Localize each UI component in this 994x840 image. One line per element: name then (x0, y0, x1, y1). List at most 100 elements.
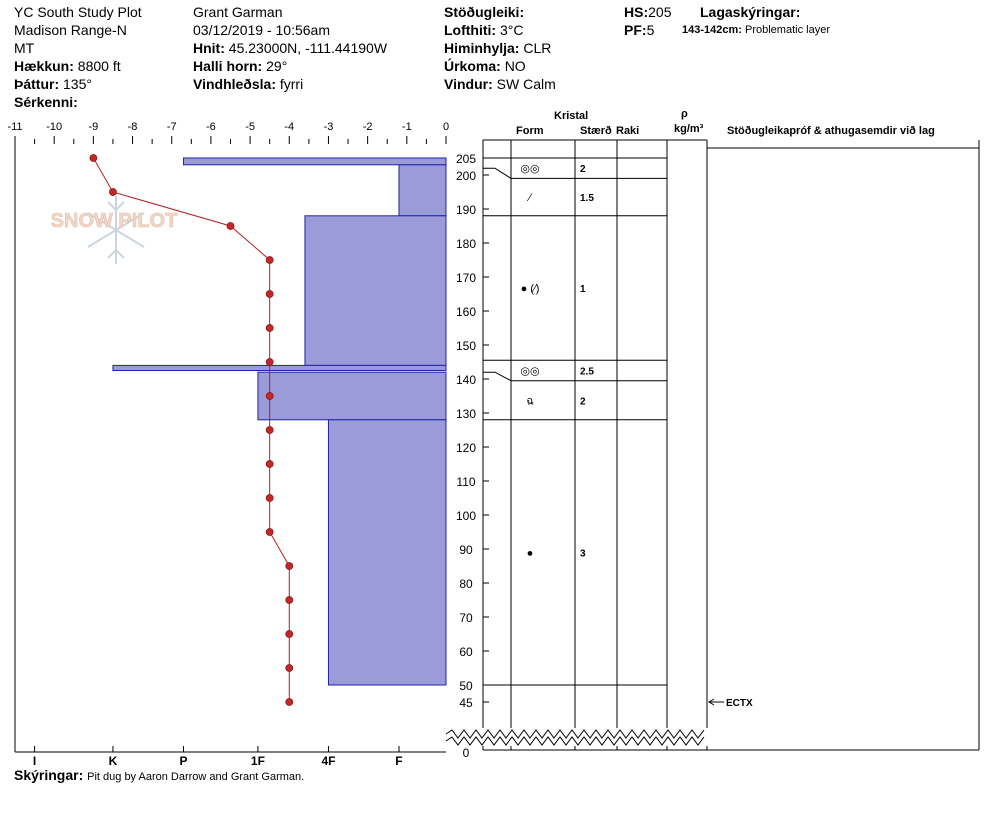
aspect-row: Þáttur: 135° (14, 76, 92, 92)
aspect-value: 135° (63, 76, 92, 92)
temp-tick-label: -11 (7, 121, 22, 133)
layer-note-row: 143-142cm: Problematic layer (682, 24, 830, 37)
height-tick-label: 140 (456, 373, 476, 387)
hardness-bar (327, 419, 447, 686)
wind-loading-value: fyrri (279, 76, 304, 92)
height-tick-label: 150 (456, 339, 476, 353)
snowflake-icon (87, 196, 145, 264)
temperature-point (265, 392, 274, 400)
size-header: Stærð (580, 125, 612, 137)
sky-row: Himinhylja: CLR (444, 40, 551, 56)
test-label: ECTX (726, 698, 753, 709)
layer-size: 1 (580, 284, 586, 295)
layer-size: 2.5 (580, 367, 594, 378)
sky-value: CLR (523, 40, 552, 56)
height-tick-label: 170 (456, 271, 476, 285)
aspect-label: Þáttur: (14, 76, 60, 92)
precip-label: Úrkoma: (444, 58, 501, 74)
layer-form-symbol: ⁄ (526, 192, 533, 204)
density-unit-header: kg/m³ (674, 123, 704, 135)
snowpilot-logo: SNOW PILOT (50, 196, 178, 264)
layer-form-symbol: ● (⁄) (521, 283, 540, 295)
hardness-tick-label: 1F (251, 754, 265, 768)
layer-form-symbol: ◎◎ (520, 163, 539, 175)
temperature-point (265, 460, 274, 468)
temp-tick-label: -2 (363, 121, 373, 133)
footer-row: Skýringar: Pit dug by Aaron Darrow and G… (14, 767, 304, 784)
temp-tick-label: -3 (324, 121, 334, 133)
air-temp-value: 3°C (499, 22, 524, 38)
temp-tick-label: -5 (245, 121, 255, 133)
hs-row: HS:205 (624, 4, 671, 20)
temp-tick-label: -9 (88, 121, 98, 133)
hardness-tick-label: F (395, 754, 402, 768)
temperature-point (265, 494, 274, 502)
hardness-bar (257, 371, 447, 421)
wind-value: SW Calm (496, 76, 556, 92)
slope-row: Halli horn: 29° (193, 58, 287, 74)
height-tick-label: 45 (459, 696, 473, 710)
range-name: Madison Range-N (14, 22, 127, 38)
observer-name: Grant Garman (193, 4, 283, 20)
temperature-point (265, 290, 274, 298)
test-marker-arrow (708, 698, 715, 706)
hs-value: 205 (648, 4, 672, 20)
wind-row: Vindur: SW Calm (444, 76, 556, 92)
height-tick-label: 190 (456, 203, 476, 217)
layer-form-symbol: ◎◎ (520, 366, 539, 378)
temperature-point (89, 154, 98, 162)
temperature-point (265, 426, 274, 434)
hardness-bar (304, 215, 447, 366)
main-plot: -11 -10 -9 -8 -7 -6 -5 -4 -3 -2 -1 0I K P 1F 4F F (7, 121, 449, 768)
temp-tick-label: -4 (284, 121, 294, 133)
layer-form-symbol: ● (527, 547, 534, 559)
observation-datetime: 03/12/2019 - 10:56am (193, 22, 330, 38)
height-tick-label: 90 (459, 543, 473, 557)
height-tick-label: 110 (456, 475, 475, 489)
sky-label: Himinhylja: (444, 40, 520, 56)
temperature-point (265, 324, 274, 332)
layer-connector (483, 167, 512, 179)
hs-label: HS: (624, 4, 649, 20)
logo-text: SNOW PILOT (51, 210, 178, 232)
pf-label: PF: (624, 22, 647, 38)
hardness-tick-label: 4F (321, 754, 335, 768)
temperature-point (285, 596, 294, 604)
height-tick-label: 160 (456, 305, 476, 319)
slope-label: Halli horn: (193, 58, 263, 74)
temperature-point (226, 222, 235, 230)
height-tick-label: 0 (463, 746, 470, 760)
precip-row: Úrkoma: NO (444, 58, 526, 74)
footer-label: Skýringar: (14, 767, 84, 783)
wind-loading-row: Vindhleðsla: fyrri (193, 76, 303, 92)
state-name: MT (14, 40, 35, 56)
layer-note-text: Problematic layer (745, 24, 830, 36)
break-zigzag-top (445, 729, 705, 739)
temperature-point (265, 256, 274, 264)
layer-note-depth: 143-142cm: (682, 24, 742, 36)
elevation-label: Hækkun: (14, 58, 74, 74)
hardness-bar (398, 164, 447, 217)
elevation-row: Hækkun: 8800 ft (14, 58, 121, 74)
coords-row: Hnit: 45.23000N, -111.44190W (193, 40, 387, 56)
height-tick-label: 130 (456, 407, 476, 421)
temperature-point (285, 630, 294, 638)
height-tick-label: 200 (456, 169, 476, 183)
hardness-bar (112, 364, 447, 371)
hardness-tick-label: P (179, 754, 187, 768)
temp-tick-label: -8 (128, 121, 138, 133)
precip-value: NO (504, 58, 526, 74)
height-tick-label: 60 (459, 645, 473, 659)
layer-size: 1.5 (580, 193, 594, 204)
wind-label: Vindur: (444, 76, 493, 92)
moisture-header: Raki (616, 125, 640, 137)
air-temp-label: Lofthiti: (444, 22, 497, 38)
hardness-tick-label: K (109, 754, 118, 768)
height-tick-label: 100 (456, 509, 476, 523)
temp-tick-label: -1 (402, 121, 412, 133)
layer-size: 3 (580, 548, 586, 559)
crystal-header: Kristal (554, 110, 589, 122)
pf-row: PF:5 (624, 22, 654, 38)
height-tick-label: 80 (459, 577, 473, 591)
location-name: YC South Study Plot (14, 4, 142, 20)
